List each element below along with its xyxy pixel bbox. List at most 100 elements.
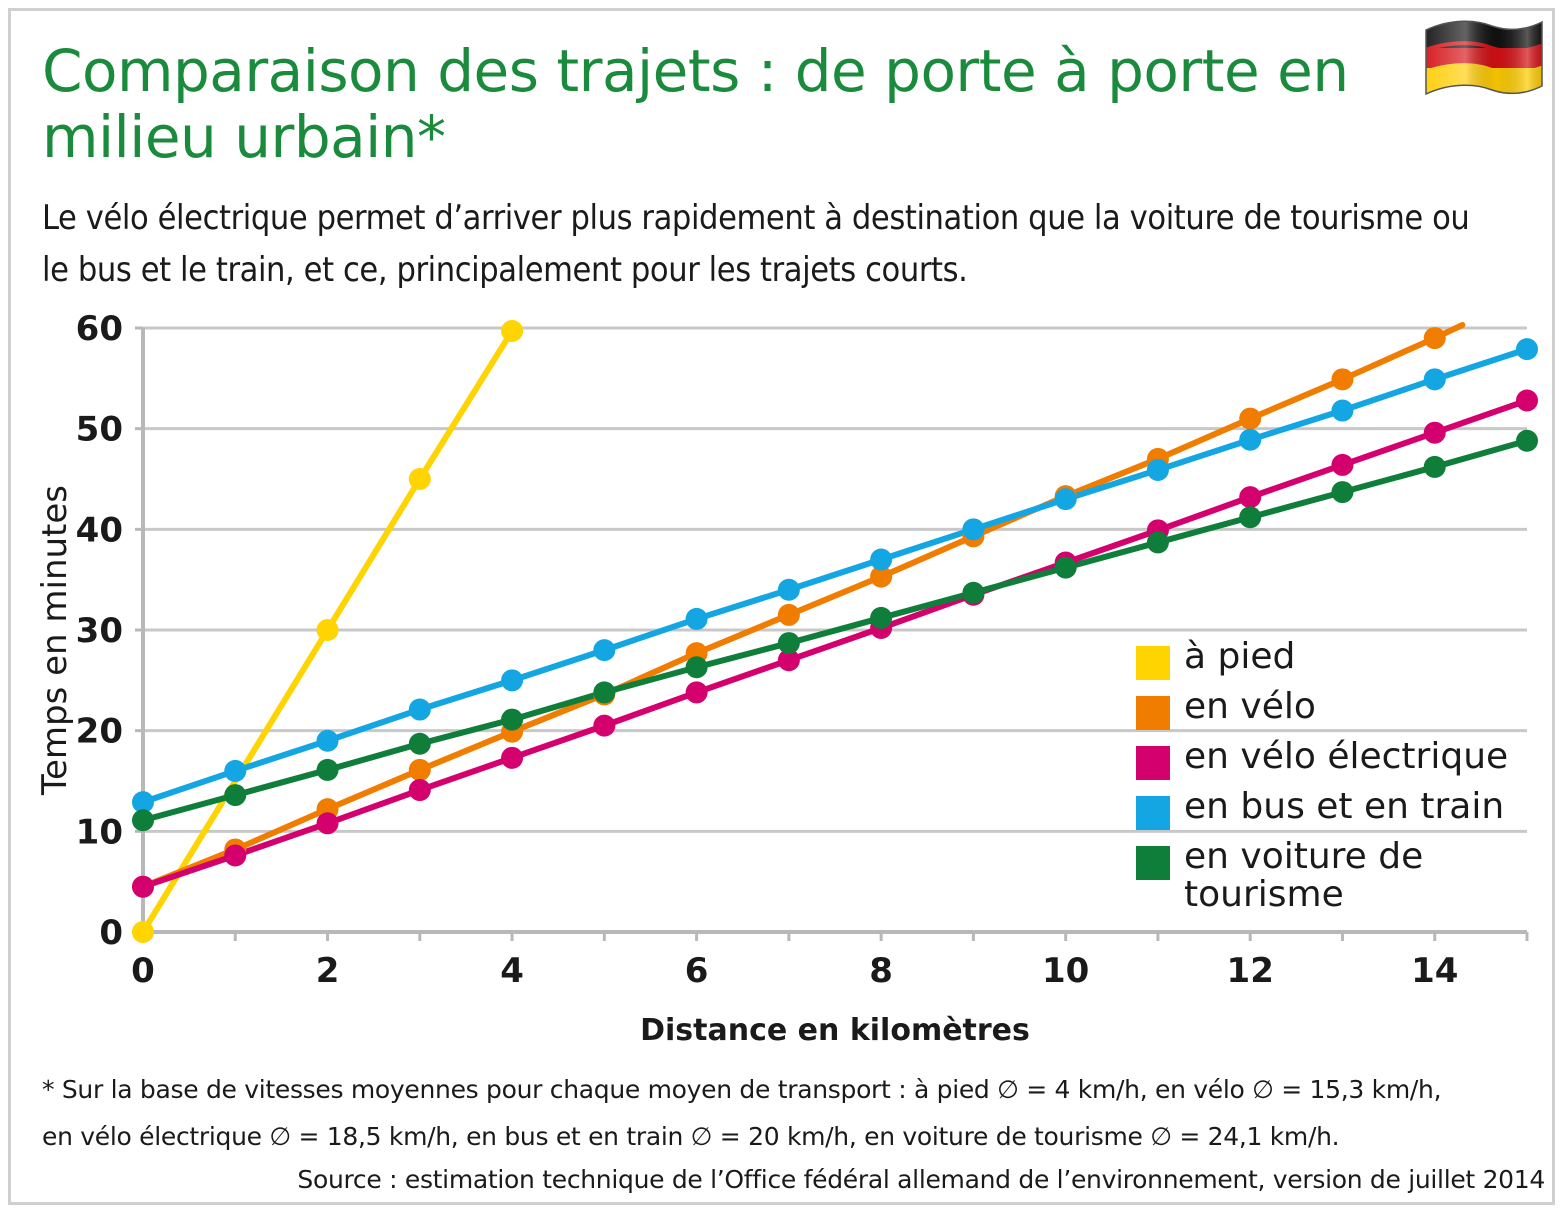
data-point xyxy=(1516,429,1538,452)
y-tick-label: 60 xyxy=(76,309,123,349)
footnote-line-1: * Sur la base de vitesses moyennes pour … xyxy=(42,1075,1442,1104)
data-point xyxy=(1331,399,1354,422)
data-point xyxy=(316,619,339,641)
x-tick-label: 4 xyxy=(500,951,524,991)
series-line-4 xyxy=(140,437,1530,824)
data-point xyxy=(1239,428,1262,451)
x-tick-label: 6 xyxy=(685,951,709,991)
data-point xyxy=(408,779,431,802)
x-axis-title: Distance en kilomètres xyxy=(640,1013,1030,1048)
legend-swatch xyxy=(1136,696,1170,730)
data-point xyxy=(1239,486,1262,509)
y-tick-label: 50 xyxy=(76,410,123,450)
chart-title: Comparaison des trajets : de porte à por… xyxy=(42,37,1349,171)
x-tick-label: 10 xyxy=(1042,951,1089,991)
data-point xyxy=(1146,531,1169,554)
data-point xyxy=(1054,488,1077,511)
data-point xyxy=(1239,407,1262,430)
y-tick-label: 0 xyxy=(99,913,123,953)
data-point xyxy=(593,714,616,737)
data-point xyxy=(501,708,524,731)
footnote: * Sur la base de vitesses moyennes pour … xyxy=(42,1066,1522,1160)
legend-item: en vélo xyxy=(1136,688,1536,738)
data-point xyxy=(408,758,431,781)
legend-label: en bus et en train xyxy=(1184,786,1505,827)
data-point xyxy=(1423,421,1446,444)
data-point xyxy=(316,729,339,752)
data-point xyxy=(1146,458,1169,481)
tick-labels: 0 10 20 30 40 50 60 0 2 4 6 8 10 12 14 Distance en kilo… xyxy=(35,309,1458,1048)
y-tick-label: 40 xyxy=(76,510,123,550)
germany-flag-icon xyxy=(1425,20,1543,96)
data-point xyxy=(1054,556,1077,579)
data-point xyxy=(501,320,524,343)
data-point xyxy=(224,759,247,782)
legend-swatch xyxy=(1136,746,1170,780)
x-tick-label: 2 xyxy=(316,951,340,991)
data-point xyxy=(408,698,431,721)
data-point xyxy=(316,812,339,835)
legend-item: à pied xyxy=(1136,638,1536,688)
data-point xyxy=(1239,506,1262,529)
legend-swatch xyxy=(1136,646,1170,680)
data-point xyxy=(1516,338,1538,361)
legend-label: à pied xyxy=(1184,636,1296,677)
legend-label: en vélo xyxy=(1184,686,1316,727)
series-line-2 xyxy=(140,397,1530,890)
legend-swatch xyxy=(1136,796,1170,830)
series-line-1 xyxy=(140,321,1466,890)
y-axis-title: Temps en minutes xyxy=(35,485,75,796)
legend-item: en bus et en train xyxy=(1136,788,1536,838)
data-point xyxy=(132,791,154,814)
data-point xyxy=(316,758,339,781)
chart-subtitle: Le vélo électrique permet d’arriver plus… xyxy=(42,198,1470,290)
chart-legend: à pied en vélo en vélo électrique en bus et… xyxy=(1136,638,1536,914)
data-point xyxy=(501,669,524,692)
data-point xyxy=(777,632,800,655)
data-point xyxy=(224,844,247,867)
data-point xyxy=(870,565,893,588)
legend-item: en vélo électrique xyxy=(1136,738,1536,788)
footnote-line-2: en vélo électrique ∅ = 18,5 km/h, en bus… xyxy=(42,1122,1340,1151)
data-point xyxy=(777,649,800,672)
legend-label: en vélo électrique xyxy=(1184,736,1509,777)
data-point xyxy=(1331,481,1354,504)
x-tick-label: 8 xyxy=(869,951,893,991)
data-point xyxy=(777,578,800,601)
chart-frame xyxy=(8,8,1555,1205)
series-line-3 xyxy=(140,346,1530,806)
data-point xyxy=(1423,368,1446,391)
data-point xyxy=(685,656,708,679)
line-chart: 0 10 20 30 40 50 60 0 2 4 6 8 10 12 14 Distance en kilo… xyxy=(35,309,1538,1048)
data-point xyxy=(777,603,800,626)
x-tick-label: 0 xyxy=(131,951,155,991)
data-point xyxy=(685,681,708,704)
data-point xyxy=(132,809,154,832)
data-point xyxy=(408,468,431,490)
data-point xyxy=(408,732,431,755)
x-tick-label: 12 xyxy=(1227,951,1274,991)
legend-item: en voiture de tourisme xyxy=(1136,838,1536,914)
data-point xyxy=(962,581,985,604)
data-point xyxy=(870,606,893,629)
data-point xyxy=(1423,327,1446,350)
data-point xyxy=(132,875,154,898)
data-point xyxy=(685,607,708,630)
data-point xyxy=(1331,453,1354,476)
series-lines xyxy=(132,320,1538,943)
data-point xyxy=(1331,368,1354,391)
data-point xyxy=(593,639,616,662)
data-point xyxy=(870,548,893,571)
y-tick-label: 30 xyxy=(76,611,123,651)
data-point xyxy=(224,784,247,807)
data-point xyxy=(501,746,524,769)
y-tick-label: 10 xyxy=(76,812,123,852)
data-point xyxy=(962,518,985,541)
data-point xyxy=(1423,455,1446,478)
data-point xyxy=(1516,389,1538,412)
y-tick-label: 20 xyxy=(76,712,123,752)
legend-swatch xyxy=(1136,846,1170,880)
source-note: Source : estimation technique de l’Offic… xyxy=(297,1165,1545,1194)
data-point xyxy=(132,921,154,943)
data-point xyxy=(593,681,616,704)
